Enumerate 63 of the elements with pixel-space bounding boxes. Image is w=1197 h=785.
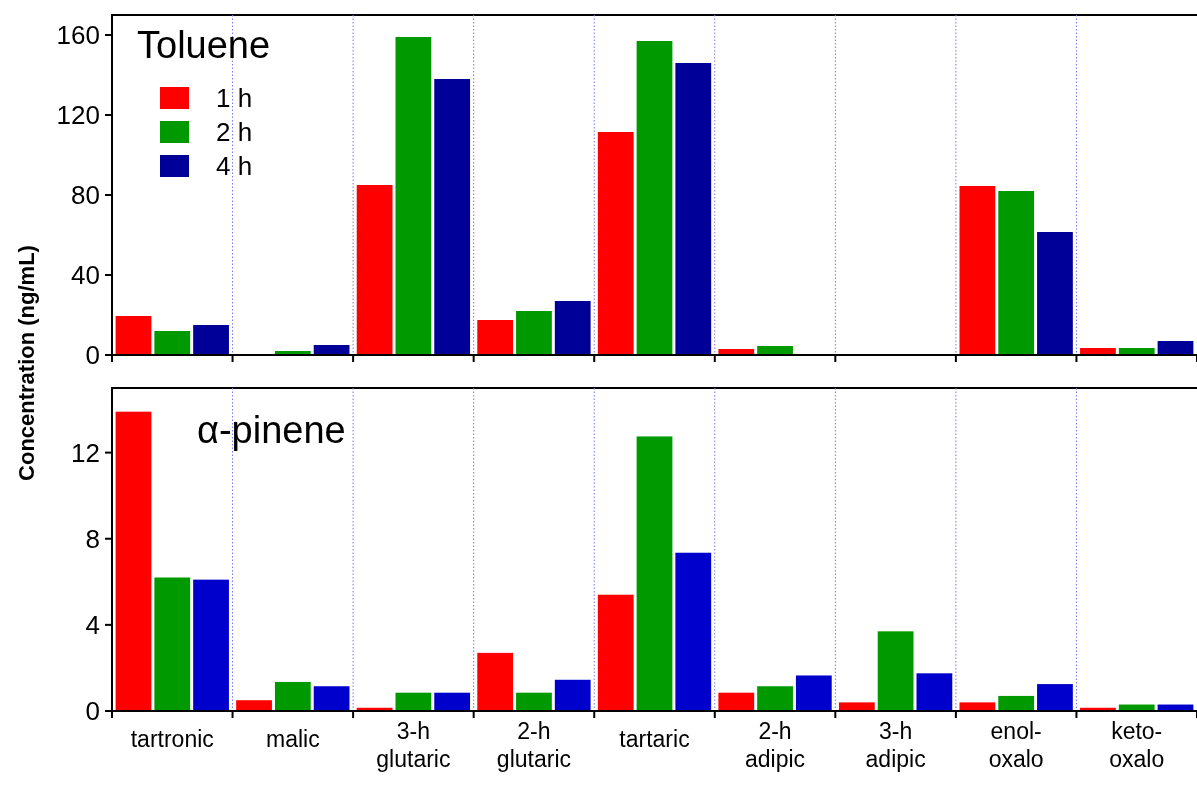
bar: [1037, 232, 1073, 355]
bar: [795, 675, 832, 711]
chart-title: Toluene: [137, 24, 271, 66]
bar: [274, 681, 311, 711]
text: α-pinene: [197, 409, 346, 451]
bar: [597, 132, 634, 355]
bar: [193, 579, 229, 711]
bar: [516, 692, 552, 711]
y-tick-label: 120: [56, 100, 100, 131]
bar: [477, 320, 514, 355]
bar: [675, 63, 712, 355]
x-tick-label: malic: [266, 726, 320, 752]
x-tick-label: tartronic: [130, 726, 214, 752]
y-tick-label: 80: [71, 180, 100, 211]
x-tick-label: keto- oxalo: [1109, 718, 1165, 772]
bar: [395, 692, 432, 711]
y-tick-label: 12: [71, 437, 100, 468]
bar: [356, 185, 393, 355]
legend-label: 2 h: [216, 117, 253, 148]
bar: [636, 436, 673, 711]
y-tick-label: 8: [85, 523, 100, 554]
y-tick-label: 4: [85, 609, 100, 640]
bar: [434, 79, 471, 355]
x-tick-label: tartaric: [619, 726, 690, 752]
bar: [1037, 684, 1073, 711]
legend-label: 4 h: [216, 151, 253, 182]
legend-label: 1 h: [216, 83, 253, 114]
bar: [115, 411, 152, 711]
bar: [718, 692, 755, 711]
bar: [554, 301, 591, 355]
bar: [236, 700, 272, 711]
bar: [434, 692, 471, 711]
bar: [313, 686, 350, 711]
bar: [193, 325, 229, 355]
bar: [959, 702, 996, 711]
bar: [477, 652, 514, 711]
y-axis-title: Concentration (ng/mL): [14, 245, 39, 481]
bar: [998, 191, 1035, 355]
x-tick-label: 2-h adipic: [745, 718, 806, 772]
bar: [675, 552, 712, 711]
bar: [757, 686, 793, 711]
x-tick-label: 3-h adipic: [865, 718, 926, 772]
y-tick-label: 40: [71, 260, 100, 291]
bar: [597, 594, 634, 711]
y-tick-label: 160: [56, 20, 100, 51]
bar: [636, 41, 673, 355]
y-tick-label: 0: [85, 696, 100, 727]
x-tick-label: 3-h glutaric: [376, 718, 451, 772]
bar: [916, 673, 953, 711]
bar: [998, 695, 1035, 711]
bar: [154, 331, 191, 355]
bar: [1157, 341, 1194, 355]
bar: [877, 631, 914, 711]
y-tick-label: 0: [85, 340, 100, 371]
bar: [838, 702, 875, 711]
bar: [115, 316, 152, 355]
x-tick-label: enol- oxalo: [988, 718, 1044, 772]
bar: [554, 679, 591, 711]
bar: [154, 577, 191, 711]
bar: [395, 37, 432, 355]
x-tick-label: 2-h glutaric: [496, 718, 572, 772]
bar: [516, 311, 552, 355]
bar: [959, 186, 996, 355]
